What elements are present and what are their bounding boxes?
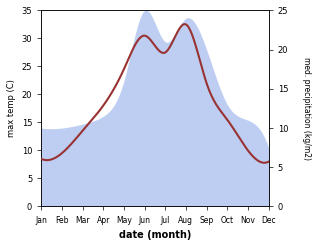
- Y-axis label: max temp (C): max temp (C): [7, 80, 16, 137]
- Y-axis label: med. precipitation (kg/m2): med. precipitation (kg/m2): [302, 57, 311, 160]
- X-axis label: date (month): date (month): [119, 230, 191, 240]
